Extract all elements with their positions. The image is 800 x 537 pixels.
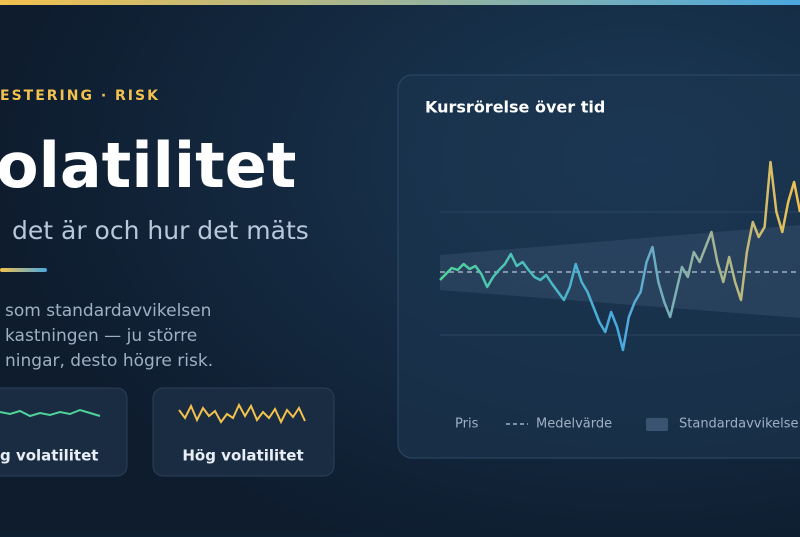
sparkline — [0, 408, 101, 418]
legend-label: Medelvärde — [536, 417, 612, 432]
card-label: g volatilitet — [0, 447, 98, 465]
card — [152, 387, 335, 477]
price-line — [439, 160, 800, 352]
legend-label: Pris — [455, 417, 479, 432]
top-strip — [0, 0, 800, 5]
body-line: kastningen — ju större — [5, 326, 197, 346]
kicker: ESTERING · RISK — [0, 88, 160, 104]
body-line: ningar, desto högre risk. — [5, 351, 213, 371]
subtitle: det är och hur det mäts — [12, 216, 309, 245]
underline — [0, 268, 47, 272]
legend-label: Standardavvikelse — [679, 417, 799, 432]
chart-title: Kursrörelse över tid — [425, 98, 605, 117]
card-label: Hög volatilitet — [182, 447, 303, 465]
legend-swatch — [646, 418, 668, 431]
title: olatilitet — [0, 129, 296, 202]
chart-panel — [397, 74, 800, 459]
body-line: som standardavvikelsen — [5, 301, 211, 321]
plot — [439, 160, 800, 352]
card — [0, 387, 128, 477]
sparkline — [178, 402, 306, 425]
